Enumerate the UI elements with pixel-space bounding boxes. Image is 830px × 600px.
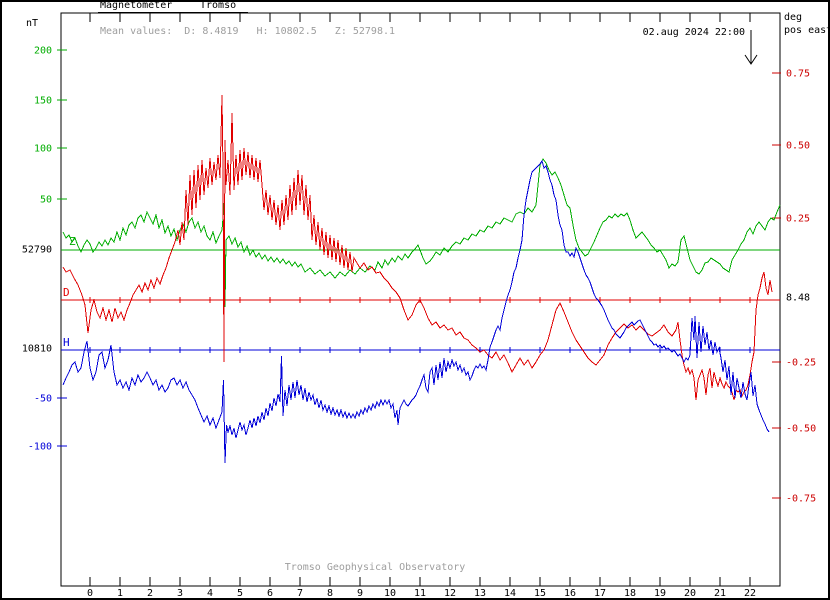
x-axis-tick-label: 18 xyxy=(624,588,636,599)
x-axis-tick-label: 13 xyxy=(474,588,486,599)
x-axis-tick-label: 4 xyxy=(207,588,213,599)
date-label: 02.aug 2024 22:00 xyxy=(642,27,745,38)
x-axis-tick-label: 7 xyxy=(297,588,303,599)
right-axis-tick-label: -0.75 xyxy=(786,494,816,505)
x-axis-tick-label: 3 xyxy=(177,588,183,599)
x-axis-tick-label: 17 xyxy=(594,588,606,599)
y-axis-tick-label: -50 xyxy=(34,394,52,405)
x-axis-tick-label: 5 xyxy=(237,588,243,599)
y-axis-tick-label: -100 xyxy=(28,442,52,453)
x-axis-tick-label: 21 xyxy=(714,588,726,599)
x-axis-tick-label: 22 xyxy=(744,588,756,599)
mean-values-label: Mean values: D: 8.4819 H: 10802.5 Z: 527… xyxy=(100,26,396,37)
x-axis-tick-label: 6 xyxy=(267,588,273,599)
x-axis-tick-label: 2 xyxy=(147,588,153,599)
right-axis-tick-label: -0.50 xyxy=(786,424,816,435)
x-axis-tick-label: 0 xyxy=(87,588,93,599)
left-axis-unit: nT xyxy=(26,18,39,29)
y-axis-tick-label: 100 xyxy=(34,144,52,155)
x-axis-tick-label: 8 xyxy=(327,588,333,599)
series-letter-H: H xyxy=(63,336,70,349)
right-axis-unit-line1: deg xyxy=(784,12,803,23)
x-axis-tick-label: 11 xyxy=(414,588,426,599)
trace-H xyxy=(62,159,770,464)
y-axis-tick-label: 50 xyxy=(40,195,52,206)
trace-Z xyxy=(62,158,781,308)
observatory-label: Tromso Geophysical Observatory xyxy=(284,562,466,573)
right-axis-tick-label: -0.25 xyxy=(786,358,816,369)
right-axis-unit-line2: pos east xyxy=(784,25,830,36)
x-axis-tick-label: 16 xyxy=(564,588,576,599)
y-axis-tick-label: 200 xyxy=(34,46,52,57)
y-axis-tick-label: 10810 xyxy=(22,344,52,355)
x-axis-tick-label: 12 xyxy=(444,588,456,599)
page-title-station: Tromso xyxy=(200,0,237,11)
x-axis-tick-label: 9 xyxy=(357,588,363,599)
right-axis-tick-label: 0.25 xyxy=(786,214,810,225)
series-letter-D: D xyxy=(63,286,70,299)
right-axis-tick-label: 8.48 xyxy=(786,293,810,304)
y-axis-tick-label: 150 xyxy=(34,96,52,107)
right-axis-tick-label: 0.50 xyxy=(786,141,810,152)
x-axis-tick-label: 20 xyxy=(684,588,696,599)
x-axis-tick-label: 14 xyxy=(504,588,516,599)
x-axis-tick-label: 19 xyxy=(654,588,666,599)
y-axis-tick-label: 52790 xyxy=(22,245,52,256)
x-axis-tick-label: 15 xyxy=(534,588,546,599)
page-title: Magnetometer xyxy=(100,0,173,11)
x-axis-tick-label: 10 xyxy=(384,588,396,599)
x-axis-tick-label: 1 xyxy=(117,588,123,599)
down-arrow-head-icon xyxy=(744,54,758,65)
trace-D xyxy=(62,94,773,401)
right-axis-tick-label: 0.75 xyxy=(786,69,810,80)
